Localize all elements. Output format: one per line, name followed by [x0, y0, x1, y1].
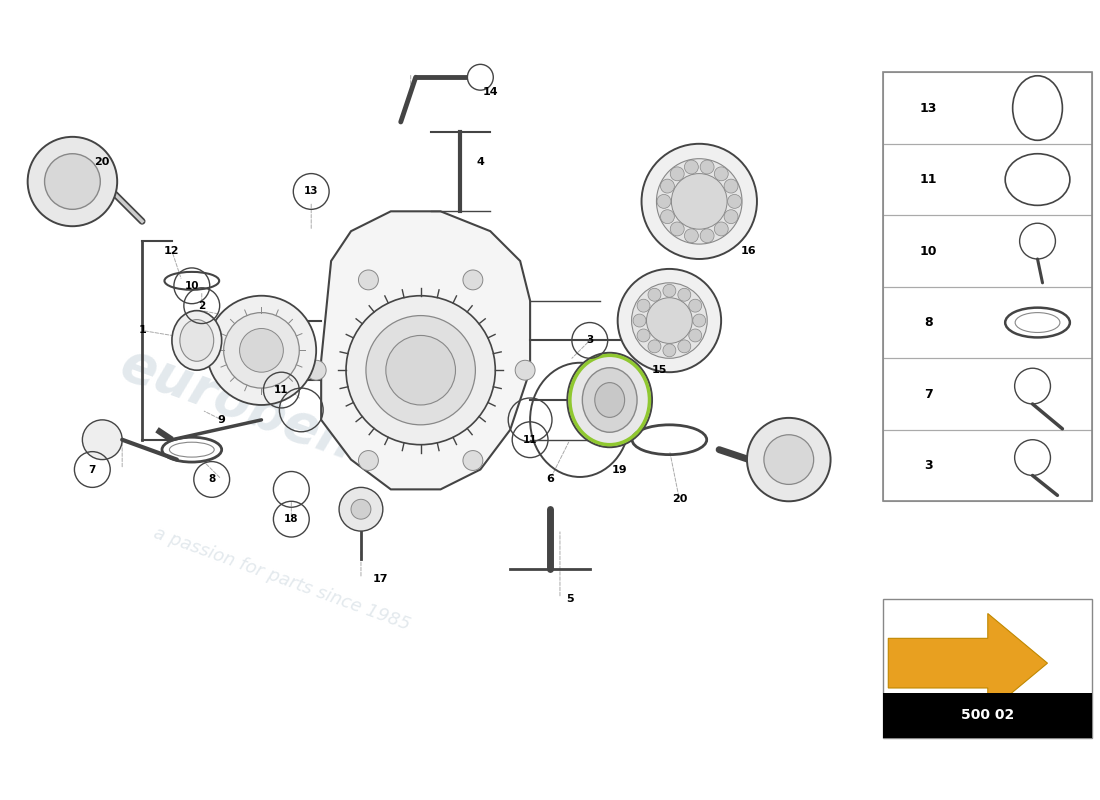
Circle shape: [306, 360, 326, 380]
Text: 8: 8: [208, 474, 216, 485]
Text: 3: 3: [924, 459, 933, 472]
Bar: [883, 144, 1092, 215]
Circle shape: [684, 160, 699, 174]
Polygon shape: [321, 211, 530, 490]
Text: 11: 11: [522, 434, 538, 445]
Bar: [883, 215, 1092, 286]
Text: 13: 13: [304, 186, 319, 197]
Circle shape: [693, 314, 706, 327]
Ellipse shape: [180, 319, 213, 362]
Circle shape: [339, 487, 383, 531]
Circle shape: [714, 167, 728, 181]
Text: 9: 9: [218, 415, 226, 425]
Circle shape: [351, 499, 371, 519]
Circle shape: [648, 288, 661, 302]
Circle shape: [366, 315, 475, 425]
Circle shape: [641, 144, 757, 259]
Circle shape: [618, 269, 722, 372]
Text: 5: 5: [566, 594, 574, 604]
Text: 17: 17: [373, 574, 388, 584]
Text: 11: 11: [920, 173, 937, 186]
Text: 3: 3: [586, 335, 593, 346]
Circle shape: [724, 210, 738, 224]
Text: eurobentes: eurobentes: [113, 338, 450, 502]
Text: 13: 13: [920, 102, 937, 114]
Circle shape: [463, 450, 483, 470]
Bar: [883, 693, 1092, 738]
Circle shape: [700, 160, 714, 174]
Circle shape: [678, 340, 691, 353]
Text: 10: 10: [920, 245, 937, 258]
Text: a passion for parts since 1985: a passion for parts since 1985: [151, 524, 412, 634]
Circle shape: [689, 329, 702, 342]
Text: 10: 10: [185, 281, 199, 290]
Text: 15: 15: [652, 366, 667, 375]
Circle shape: [359, 270, 378, 290]
Text: 2: 2: [198, 301, 206, 310]
Text: 6: 6: [546, 474, 554, 485]
Circle shape: [660, 179, 674, 193]
Ellipse shape: [568, 353, 652, 447]
Circle shape: [747, 418, 830, 502]
Circle shape: [670, 167, 684, 181]
Text: 8: 8: [924, 316, 933, 329]
Circle shape: [637, 329, 650, 342]
Circle shape: [82, 420, 122, 459]
Bar: [883, 72, 1092, 502]
Text: 12: 12: [164, 246, 179, 256]
Circle shape: [714, 222, 728, 236]
Circle shape: [684, 229, 699, 242]
Text: 500 02: 500 02: [961, 708, 1014, 722]
Polygon shape: [889, 614, 1047, 713]
Circle shape: [386, 335, 455, 405]
Text: 1: 1: [139, 326, 146, 335]
Text: 18: 18: [284, 514, 298, 524]
Text: 11: 11: [274, 385, 288, 395]
Circle shape: [700, 229, 714, 242]
Circle shape: [634, 314, 646, 327]
Text: 4: 4: [476, 157, 484, 166]
Circle shape: [468, 64, 493, 90]
Circle shape: [223, 313, 299, 388]
Ellipse shape: [582, 368, 637, 432]
Circle shape: [240, 329, 284, 372]
Text: 20: 20: [672, 494, 688, 504]
Circle shape: [207, 296, 316, 405]
Circle shape: [724, 179, 738, 193]
Bar: [883, 430, 1092, 502]
Text: 20: 20: [95, 157, 110, 166]
Circle shape: [648, 340, 661, 353]
Text: 16: 16: [741, 246, 757, 256]
Text: 7: 7: [924, 387, 933, 401]
Circle shape: [515, 360, 535, 380]
Circle shape: [671, 174, 727, 229]
Circle shape: [637, 299, 650, 312]
Bar: [883, 358, 1092, 430]
Circle shape: [657, 194, 671, 208]
Circle shape: [45, 154, 100, 210]
Circle shape: [727, 194, 741, 208]
Circle shape: [763, 434, 814, 485]
Ellipse shape: [595, 382, 625, 418]
Circle shape: [346, 296, 495, 445]
Circle shape: [359, 450, 378, 470]
Circle shape: [631, 283, 707, 358]
Bar: [883, 598, 1092, 738]
Circle shape: [657, 158, 742, 244]
Text: 7: 7: [89, 465, 96, 474]
Bar: [883, 286, 1092, 358]
Circle shape: [463, 270, 483, 290]
Circle shape: [28, 137, 118, 226]
Circle shape: [670, 222, 684, 236]
Circle shape: [660, 210, 674, 224]
Ellipse shape: [172, 310, 222, 370]
Text: 19: 19: [612, 465, 627, 474]
Circle shape: [663, 284, 675, 298]
Circle shape: [647, 298, 692, 343]
Text: 14: 14: [483, 87, 498, 97]
Circle shape: [663, 344, 675, 357]
Circle shape: [678, 288, 691, 302]
Circle shape: [689, 299, 702, 312]
Bar: [883, 72, 1092, 144]
